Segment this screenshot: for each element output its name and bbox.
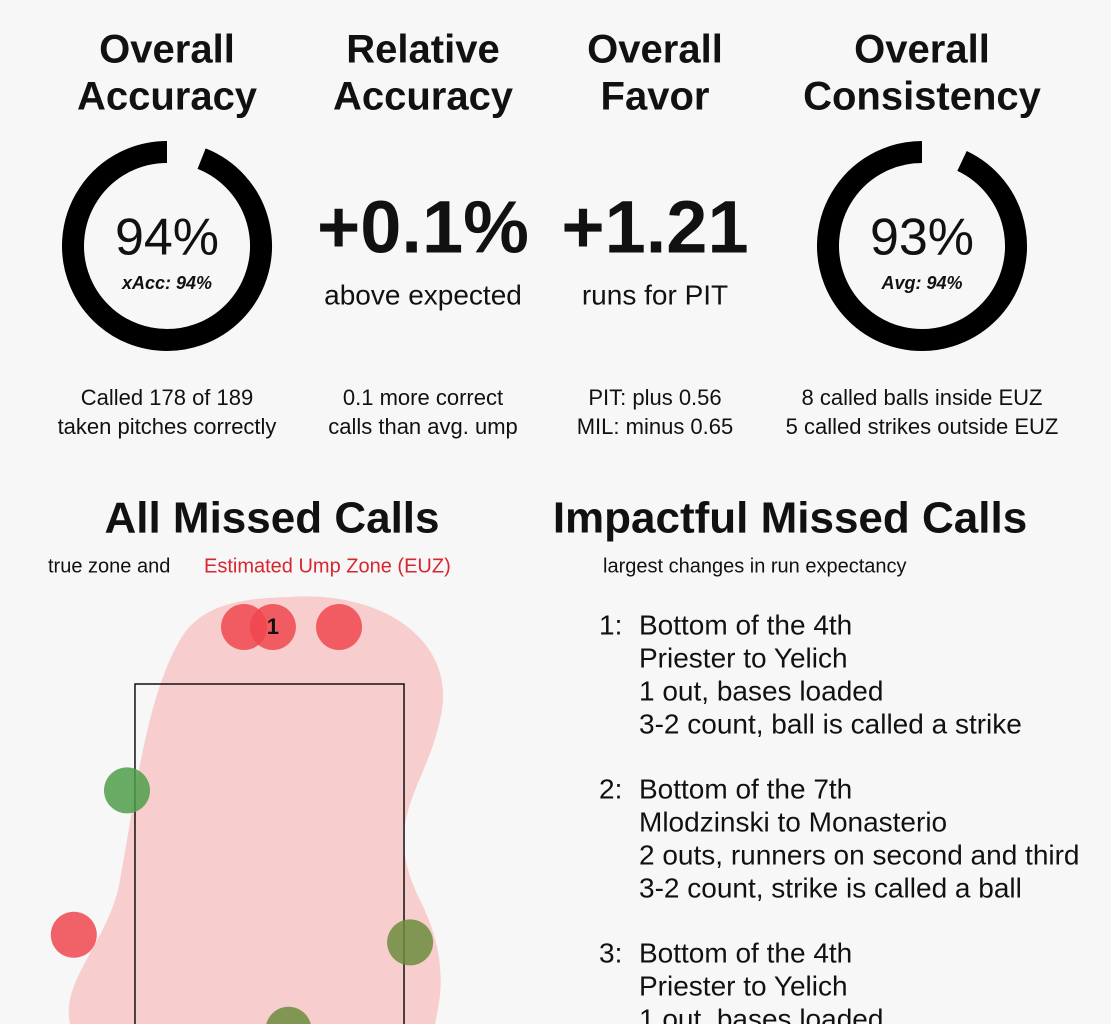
stat-title: Accuracy <box>333 75 514 119</box>
plot-layer: 1 <box>50 604 434 1024</box>
stat-main: +0.1% <box>317 186 529 269</box>
stat-title: Consistency <box>803 75 1042 119</box>
stat-desc: MIL: minus 0.65 <box>577 414 734 439</box>
gauge-arc <box>62 141 272 351</box>
stat-desc: Called 178 of 189 <box>81 385 253 410</box>
pitch <box>266 1006 311 1024</box>
gauge-value: 93% <box>870 209 974 267</box>
item-line: Bottom of the 4th <box>639 609 852 640</box>
stat-title: Overall <box>99 28 235 72</box>
section-subtitle: true zone and <box>48 555 170 577</box>
stat-title: Overall <box>854 28 990 72</box>
stat-title: Accuracy <box>77 75 258 119</box>
gauge-arc <box>817 141 1027 351</box>
stat-desc: calls than avg. ump <box>328 414 518 439</box>
section-title: Impactful Missed Calls <box>553 494 1027 543</box>
stat-desc: 5 called strikes outside EUZ <box>786 414 1059 439</box>
pitch-label: 1 <box>267 614 279 639</box>
pitch <box>316 604 363 650</box>
item-line: Bottom of the 7th <box>639 773 852 804</box>
gauge-sub: xAcc: 94% <box>121 273 212 293</box>
item-line: 3-2 count, strike is called a ball <box>639 872 1022 903</box>
item-line: Bottom of the 4th <box>639 937 852 968</box>
strike-zone <box>134 683 405 1024</box>
stat-title: Favor <box>601 75 710 119</box>
stat-sub: runs for PIT <box>582 279 728 310</box>
stat-desc: 8 called balls inside EUZ <box>802 385 1043 410</box>
stat-desc: PIT: plus 0.56 <box>588 385 721 410</box>
section-title: All Missed Calls <box>104 494 439 543</box>
item-line: 2 outs, runners on second and third <box>639 839 1080 870</box>
pitch <box>50 911 97 958</box>
gauge-sub: Avg: 94% <box>880 273 962 293</box>
section-subtitle: largest changes in run expectancy <box>603 555 907 577</box>
item-rank: 3: <box>599 937 622 968</box>
stat-main: +1.21 <box>561 186 748 269</box>
stat-desc: 0.1 more correct <box>343 385 503 410</box>
stat-sub: above expected <box>324 279 522 310</box>
pitch <box>387 919 434 966</box>
pitch-plot: 1 <box>50 596 444 1024</box>
item-rank: 1: <box>599 609 622 640</box>
item-line: Mlodzinski to Monasterio <box>639 806 947 837</box>
item-rank: 2: <box>599 773 622 804</box>
euz-zone <box>68 596 444 1024</box>
pitch <box>104 767 150 814</box>
item-line: Priester to Yelich <box>639 970 848 1001</box>
item-line: 1 out, bases loaded <box>639 675 883 706</box>
pitch <box>249 604 296 650</box>
stat-desc: taken pitches correctly <box>58 414 277 439</box>
gauge-value: 94% <box>115 209 219 267</box>
section-subtitle-highlight: Estimated Ump Zone (EUZ) <box>204 555 451 577</box>
item-line: Priester to Yelich <box>639 642 848 673</box>
stat-title: Overall <box>587 28 723 72</box>
item-line: 3-2 count, ball is called a strike <box>639 708 1022 739</box>
stat-title: Relative <box>346 28 499 72</box>
item-line: 1 out, bases loaded <box>639 1003 883 1024</box>
